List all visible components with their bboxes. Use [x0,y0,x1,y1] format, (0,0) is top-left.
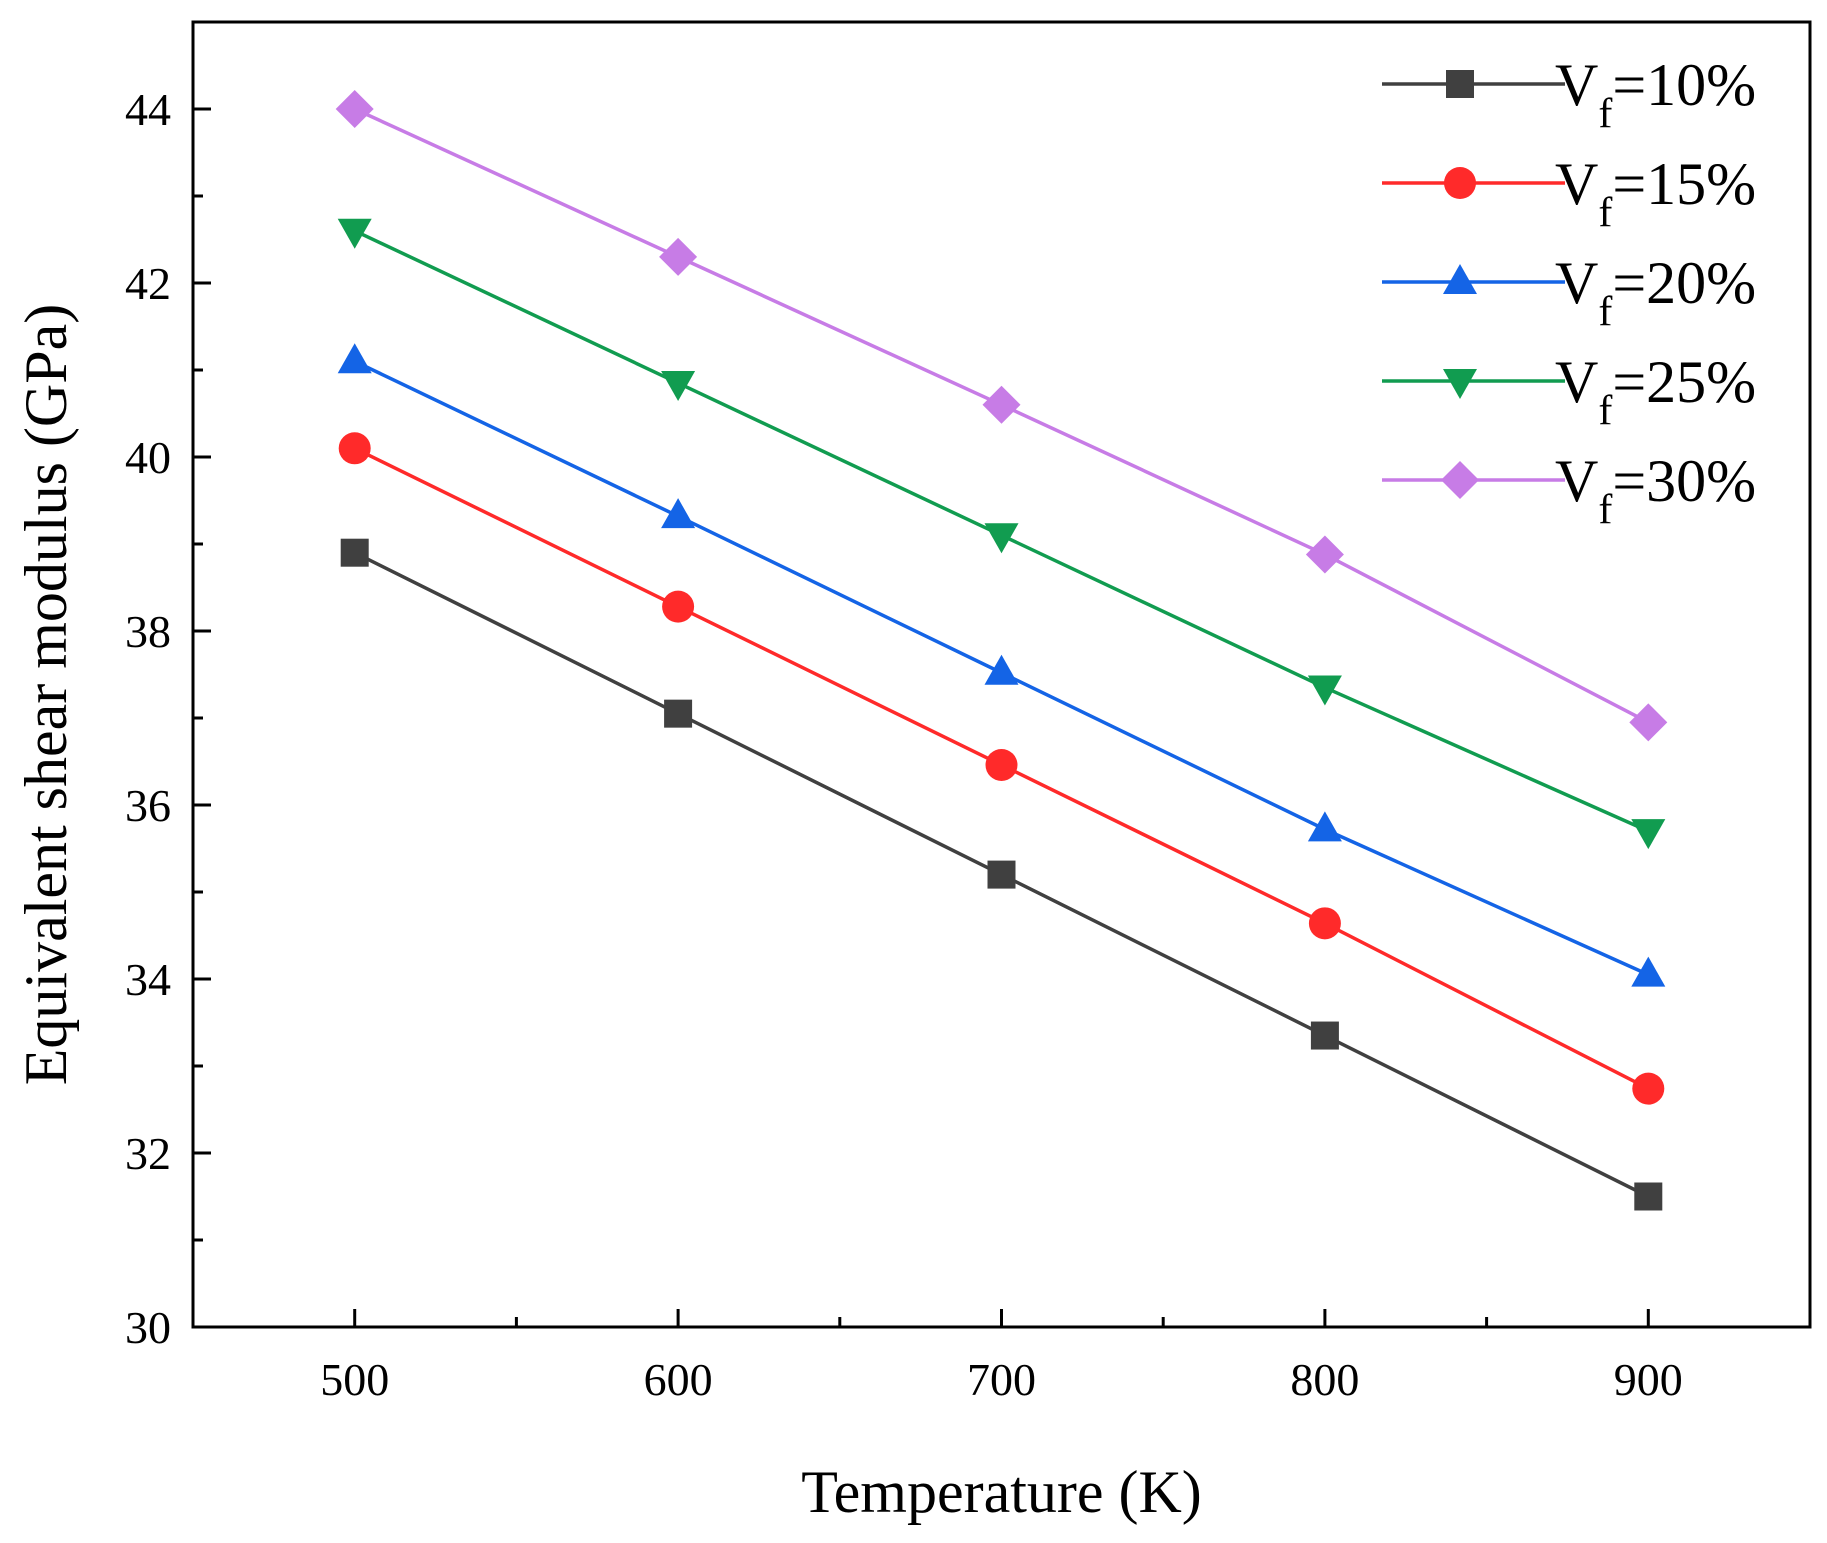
legend-label-value: =30% [1612,448,1756,514]
data-point [338,432,371,465]
y-tick-label: 40 [125,432,171,483]
x-axis-title: Temperature (K) [801,1459,1202,1525]
data-point [661,371,696,402]
data-point [984,654,1019,685]
series-2 [338,432,1665,1105]
data-point [1632,1072,1665,1105]
data-point [1629,703,1668,742]
legend-marker [1441,461,1479,499]
legend-marker [1444,167,1476,199]
data-point [661,498,696,529]
y-tick-label: 44 [125,84,171,135]
legend-label-value: =20% [1612,250,1756,316]
series-1 [340,538,1663,1211]
y-tick-label: 38 [125,606,171,657]
series-3 [337,343,1666,987]
y-tick-label: 42 [125,258,171,309]
y-tick-label: 34 [125,954,171,1005]
y-axis-title: Equivalent shear modulus (GPa) [13,304,79,1086]
legend-label: Vf=30% [1555,448,1756,533]
legend-label-subscript: f [1598,487,1612,533]
legend-item: Vf=30% [1382,448,1756,533]
legend-label-value: =25% [1612,349,1756,415]
legend-label: Vf=20% [1555,250,1756,335]
legend-item: Vf=20% [1382,250,1756,335]
y-tick-label: 36 [125,780,171,831]
legend-marker [1443,369,1477,399]
data-point [982,385,1021,424]
legend-label-value: =15% [1612,151,1756,217]
x-tick-label: 800 [1290,1354,1359,1405]
y-tick-label: 32 [125,1128,171,1179]
x-tick-label: 700 [967,1354,1036,1405]
legend: Vf=10%Vf=15%Vf=20%Vf=25%Vf=30% [1382,52,1756,533]
x-tick-label: 500 [320,1354,389,1405]
legend-label: Vf=10% [1555,52,1756,137]
data-point [1307,811,1342,842]
data-point [664,699,693,728]
legend-label-subscript: f [1598,190,1612,236]
series-layer [335,90,1668,1211]
data-point [337,218,372,249]
data-point [337,343,372,374]
data-point [1310,1021,1339,1050]
data-point [659,237,698,276]
legend-marker [1446,70,1474,98]
legend-label-main: V [1555,52,1598,118]
legend-label: Vf=25% [1555,349,1756,434]
legend-label-main: V [1555,448,1598,514]
series-5 [335,90,1668,742]
legend-label-value: =10% [1612,52,1756,118]
legend-label-subscript: f [1598,289,1612,335]
data-point [340,538,369,567]
data-point [1308,907,1341,940]
x-tick-label: 900 [1614,1354,1683,1405]
data-point [335,90,374,128]
data-point [1307,675,1342,706]
legend-label-main: V [1555,151,1598,217]
x-tick-label: 600 [644,1354,713,1405]
data-point [984,523,1019,554]
legend-label-main: V [1555,349,1598,415]
legend-item: Vf=25% [1382,349,1756,434]
data-point [1631,819,1666,850]
legend-label-subscript: f [1598,91,1612,137]
legend-label-main: V [1555,250,1598,316]
data-point [987,860,1016,889]
legend-item: Vf=15% [1382,151,1756,236]
data-point [1634,1182,1663,1211]
data-point [1305,535,1344,574]
legend-marker [1443,264,1477,294]
legend-label: Vf=15% [1555,151,1756,236]
axis-layer: 500 600 700 800 900 30 32 34 36 38 40 42 44 [125,84,1683,1405]
data-point [662,590,695,623]
legend-item: Vf=10% [1382,52,1756,137]
legend-label-subscript: f [1598,388,1612,434]
data-point [985,748,1018,781]
data-point [1631,956,1666,987]
y-tick-label: 30 [125,1302,171,1353]
series-4 [337,218,1666,850]
